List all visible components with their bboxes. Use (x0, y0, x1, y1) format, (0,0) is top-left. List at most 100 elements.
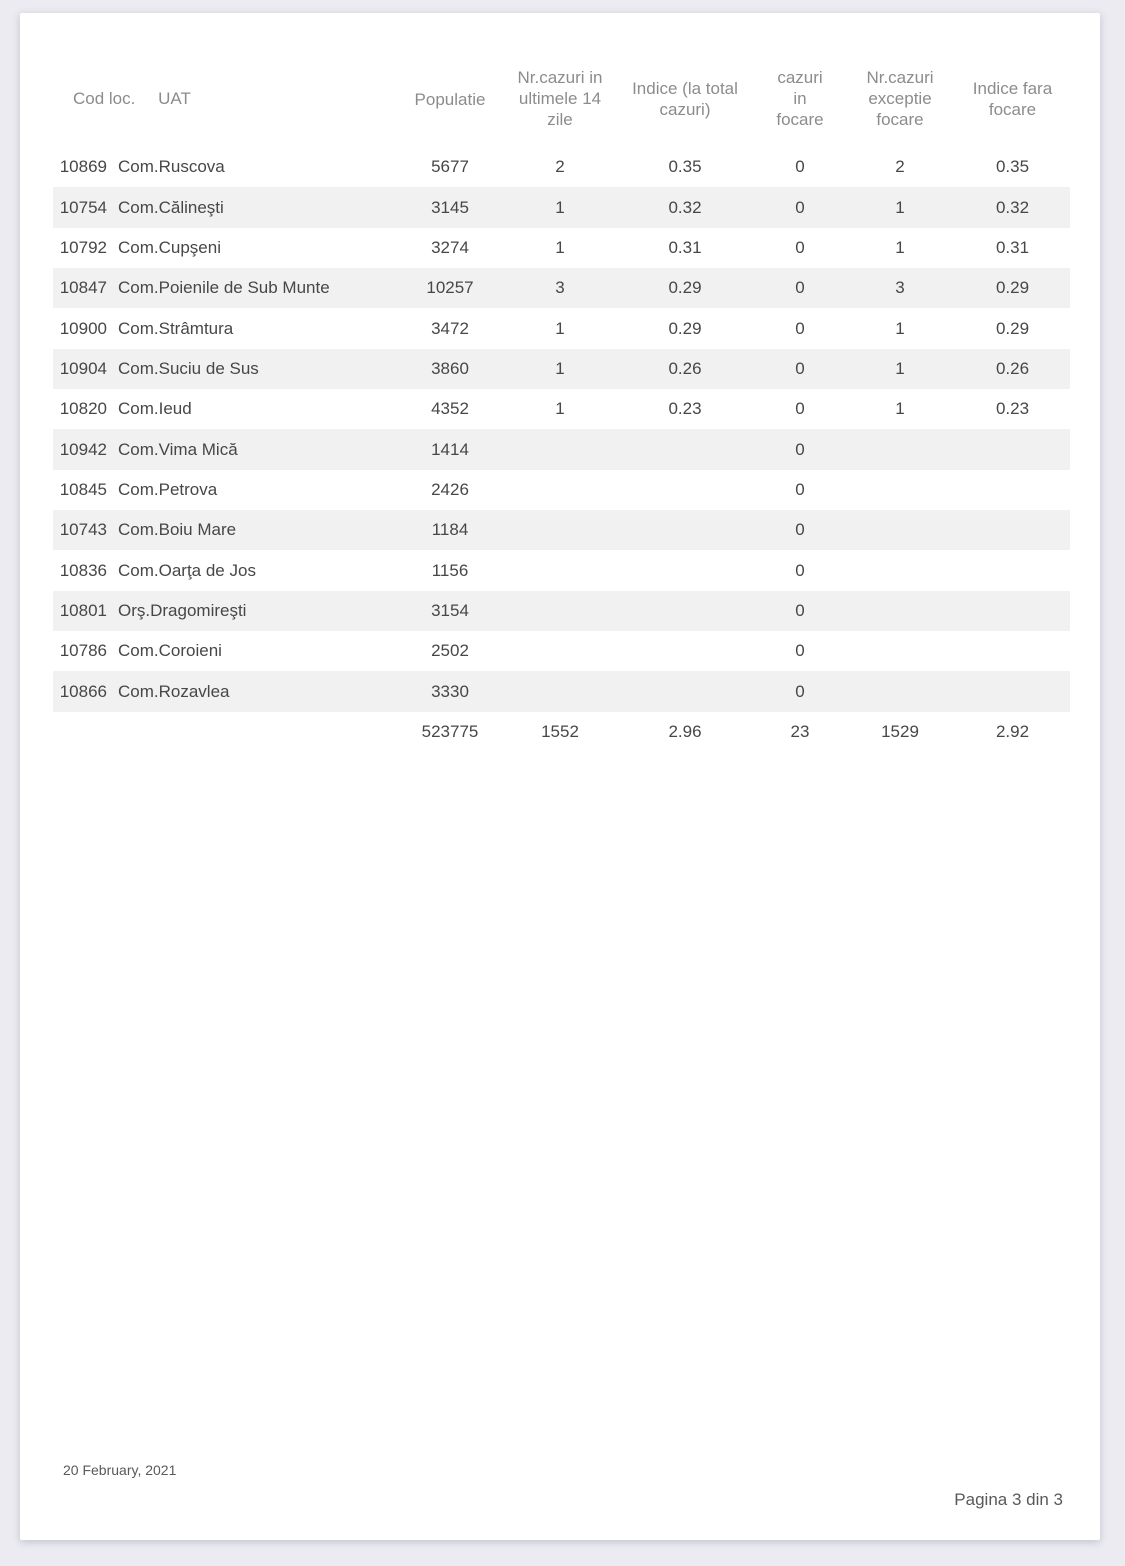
row-uat-name: Com.Călineşti (118, 197, 224, 217)
row-uat-name: Com.Suciu de Sus (118, 358, 259, 378)
row-indice-total: 0.29 (668, 318, 702, 338)
document-page: Cod loc. UAT Populatie Nr.cazuri in ulti… (20, 13, 1100, 1540)
total-indice: 2.96 (668, 721, 702, 741)
row-cazuri-in-focare: 0 (795, 157, 805, 177)
row-indice-fara-focare: 0.29 (995, 318, 1030, 338)
row-cod-loc: 10792 (59, 237, 107, 257)
total-cazuri-14-zile: 1552 (541, 721, 579, 741)
header-nr-cazuri-14-zile: Nr.cazuri in ultimele 14 zile (517, 68, 603, 129)
row-populatie: 2502 (431, 641, 469, 661)
table-row: 10820 Com.Ieud 4352 1 0.23 0 1 0.23 (53, 389, 1070, 429)
row-uat-name: Orş.Dragomireşti (118, 600, 247, 620)
header-cod-loc: Cod loc. (73, 89, 136, 108)
row-uat-name: Com.Coroieni (118, 641, 222, 661)
row-cazuri-14-zile: 1 (555, 318, 565, 338)
row-cazuri-in-focare: 0 (795, 358, 805, 378)
row-populatie: 3274 (431, 237, 469, 257)
row-cazuri-exceptie: 1 (895, 318, 905, 338)
row-indice-fara-focare: 0.31 (995, 237, 1030, 257)
total-cazuri-exceptie: 1529 (881, 721, 919, 741)
table-row: 10942 Com.Vima Mică 1414 0 (53, 429, 1070, 470)
row-cazuri-exceptie: 2 (895, 157, 905, 177)
table-row: 10866 Com.Rozavlea 3330 0 (53, 671, 1070, 712)
row-uat-name: Com.Strâmtura (118, 318, 234, 338)
row-cazuri-in-focare: 0 (795, 600, 805, 620)
total-indice-fara-focare: 2.92 (995, 721, 1030, 741)
row-uat-name: Com.Oarţa de Jos (118, 560, 256, 580)
row-cod-loc: 10847 (59, 278, 107, 298)
header-indice-total-cazuri: Indice (la total cazuri) (632, 78, 738, 119)
row-uat-name: Com.Ieud (118, 399, 192, 419)
row-populatie: 2426 (431, 479, 469, 499)
row-cazuri-exceptie: 1 (895, 197, 905, 217)
row-cazuri-14-zile: 1 (555, 197, 565, 217)
row-cazuri-14-zile: 1 (555, 358, 565, 378)
row-cod-loc: 10869 (59, 157, 107, 177)
row-populatie: 3154 (431, 600, 469, 620)
row-cod-loc: 10942 (59, 439, 107, 459)
row-cod-loc: 10754 (59, 197, 107, 217)
row-uat-name: Com.Vima Mică (118, 439, 238, 459)
row-cod-loc: 10743 (59, 520, 107, 540)
page-number: Pagina 3 din 3 (954, 1490, 1063, 1509)
row-indice-total: 0.32 (668, 197, 702, 217)
header-cod-uat: Cod loc. UAT (53, 88, 395, 109)
report-date: 20 February, 2021 (63, 1462, 177, 1478)
row-populatie: 3472 (431, 318, 469, 338)
table-row: 10847 Com.Poienile de Sub Munte 10257 3 … (53, 268, 1070, 309)
row-indice-total: 0.23 (668, 399, 702, 419)
row-indice-fara-focare: 0.32 (995, 197, 1030, 217)
row-indice-total: 0.35 (668, 157, 702, 177)
row-cod-loc: 10845 (59, 479, 107, 499)
row-cod-loc: 10836 (59, 560, 107, 580)
table-row: 10836 Com.Oarţa de Jos 1156 0 (53, 550, 1070, 590)
table-row: 10792 Com.Cupşeni 3274 1 0.31 0 1 0.31 (53, 228, 1070, 268)
row-populatie: 1414 (431, 439, 469, 459)
row-cazuri-in-focare: 0 (795, 237, 805, 257)
row-populatie: 3860 (431, 358, 469, 378)
row-cazuri-14-zile: 1 (555, 399, 565, 419)
row-cazuri-exceptie: 1 (895, 237, 905, 257)
total-cazuri-in-focare: 23 (790, 721, 810, 741)
row-indice-fara-focare: 0.29 (995, 278, 1030, 298)
row-indice-total: 0.31 (668, 237, 702, 257)
row-uat-name: Com.Poienile de Sub Munte (118, 278, 330, 298)
row-uat-name: Com.Petrova (118, 479, 218, 499)
row-cazuri-exceptie: 3 (895, 278, 905, 298)
table-row: 10904 Com.Suciu de Sus 3860 1 0.26 0 1 0… (53, 348, 1070, 390)
row-cazuri-in-focare: 0 (795, 560, 805, 580)
row-cazuri-in-focare: 0 (795, 439, 805, 459)
row-populatie: 5677 (431, 157, 469, 177)
row-populatie: 3145 (431, 197, 469, 217)
row-populatie: 4352 (431, 399, 469, 419)
row-cazuri-in-focare: 0 (795, 399, 805, 419)
row-uat-name: Com.Ruscova (118, 157, 225, 177)
row-cod-loc: 10904 (59, 358, 107, 378)
row-cazuri-in-focare: 0 (795, 641, 805, 661)
header-cazuri-in-focare: cazuri in focare (776, 68, 824, 129)
table-total-row: 523775 1552 2.96 23 1529 2.92 (53, 712, 1070, 752)
header-indice-fara-focare: Indice fara focare (972, 78, 1053, 119)
row-cazuri-14-zile: 3 (555, 278, 565, 298)
row-cazuri-in-focare: 0 (795, 318, 805, 338)
table-header-row: Cod loc. UAT Populatie Nr.cazuri in ulti… (53, 50, 1070, 147)
row-cod-loc: 10801 (59, 600, 107, 620)
table-row: 10754 Com.Călineşti 3145 1 0.32 0 1 0.32 (53, 187, 1070, 228)
row-populatie: 10257 (426, 278, 474, 298)
row-indice-total: 0.26 (668, 358, 702, 378)
row-cod-loc: 10786 (59, 641, 107, 661)
row-uat-name: Com.Rozavlea (118, 681, 230, 701)
header-uat: UAT (158, 89, 191, 108)
row-populatie: 3330 (431, 681, 469, 701)
row-cazuri-14-zile: 2 (555, 157, 565, 177)
table-row: 10801 Orş.Dragomireşti 3154 0 (53, 590, 1070, 632)
row-cod-loc: 10866 (59, 681, 107, 701)
uat-covid-table: Cod loc. UAT Populatie Nr.cazuri in ulti… (53, 50, 1070, 752)
row-cazuri-in-focare: 0 (795, 520, 805, 540)
row-uat-name: Com.Boiu Mare (118, 520, 237, 540)
header-nr-cazuri-exceptie-focare: Nr.cazuri exceptie focare (866, 68, 934, 129)
row-indice-fara-focare: 0.23 (995, 399, 1030, 419)
row-cazuri-in-focare: 0 (795, 197, 805, 217)
row-cod-loc: 10820 (59, 399, 107, 419)
row-cazuri-exceptie: 1 (895, 358, 905, 378)
